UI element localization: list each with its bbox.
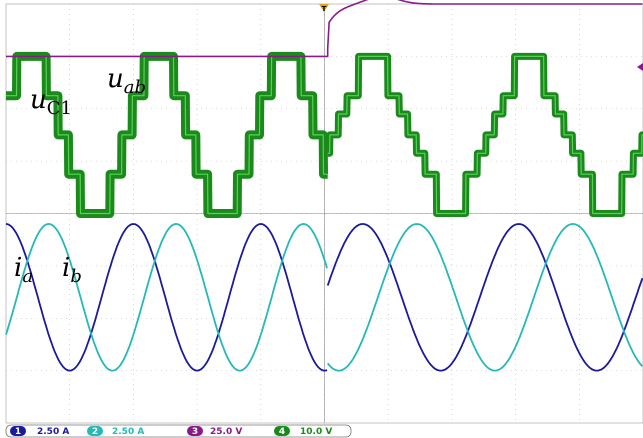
ch4-id: 4 (279, 427, 285, 437)
ch2-scale: 2.50 A (112, 427, 144, 437)
channel-3-readout: 3 25.0 V (187, 426, 242, 437)
ch1-badge (10, 426, 26, 436)
ch3-level-marker (637, 63, 643, 71)
label-ib: ib (62, 253, 82, 287)
ia-trace-before (5, 223, 328, 372)
channel-status-bar: 1 2.50 A 2 2.50 A 3 25.0 V 4 10.0 V (5, 424, 352, 438)
channel-4-readout: 4 10.0 V (274, 426, 332, 437)
uC1-trace (6, 0, 643, 58)
ch2-id: 2 (92, 427, 98, 437)
channel-2-readout: 2 2.50 A (87, 426, 144, 437)
waveform-traces (1, 0, 643, 372)
trigger-marker-label: T (322, 5, 327, 13)
ch3-scale: 25.0 V (210, 427, 242, 437)
label-uab: uab (107, 64, 146, 98)
ch4-badge (274, 426, 290, 436)
label-ia: ia (14, 253, 33, 287)
label-uC1: uC1 (30, 85, 72, 119)
ib-trace-after (327, 223, 643, 372)
ch1-scale: 2.50 A (37, 427, 69, 437)
ia-trace-after (326, 223, 643, 372)
trace-annotations: uC1 uab ia ib (14, 64, 146, 287)
trigger-marker: T (319, 4, 329, 13)
ib-trace-before (5, 223, 328, 372)
ch3-badge (187, 426, 203, 436)
channel-1-readout: 1 2.50 A (10, 426, 69, 437)
ch1-id: 1 (15, 427, 21, 437)
ch3-id: 3 (192, 427, 198, 437)
uab-trace-after-edge (327, 55, 643, 215)
ch2-badge (87, 426, 103, 436)
ch4-scale: 10.0 V (300, 427, 332, 437)
